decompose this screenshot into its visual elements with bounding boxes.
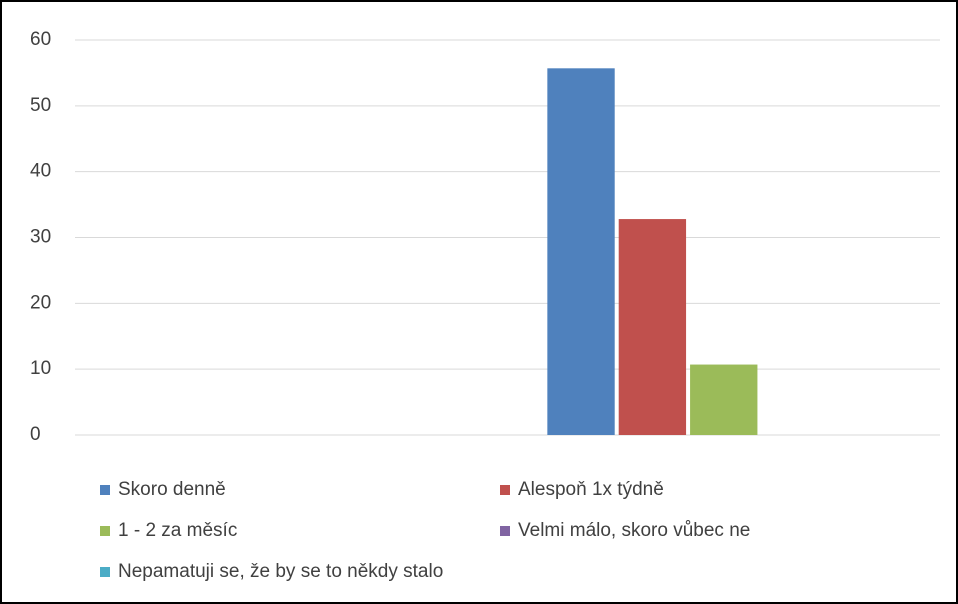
legend-label: Skoro denně	[118, 479, 226, 500]
y-tick-label: 30	[30, 227, 51, 248]
legend-swatch	[100, 567, 110, 577]
y-tick-label: 10	[30, 358, 51, 379]
legend-swatch	[500, 526, 510, 536]
legend-label: Nepamatuji se, že by se to někdy stalo	[118, 561, 443, 582]
y-tick-label: 60	[30, 29, 51, 50]
y-tick-label: 50	[30, 95, 51, 116]
legend-swatch	[100, 485, 110, 495]
y-tick-label: 20	[30, 292, 51, 313]
legend-label: 1 - 2 za měsíc	[118, 520, 237, 541]
bar	[547, 68, 615, 435]
y-tick-label: 0	[30, 424, 41, 445]
bar	[618, 219, 687, 435]
y-tick-label: 40	[30, 161, 51, 182]
legend-label: Velmi málo, skoro vůbec ne	[518, 520, 750, 541]
legend-swatch	[100, 526, 110, 536]
legend-label: Alespoň 1x týdně	[518, 479, 664, 500]
legend-swatch	[500, 485, 510, 495]
bar	[690, 364, 758, 435]
